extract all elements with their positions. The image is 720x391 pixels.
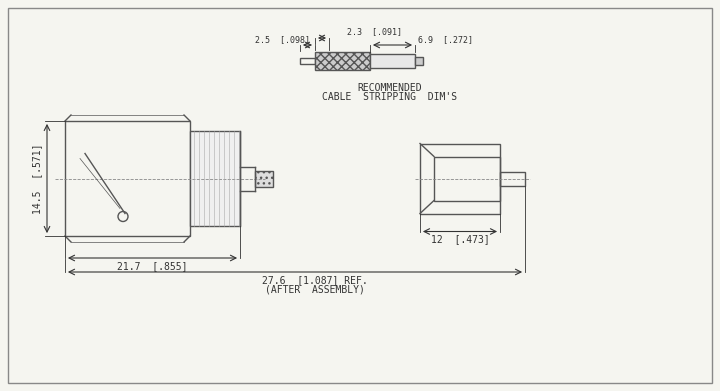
Text: 12  [.473]: 12 [.473] [431,235,490,244]
Text: 2.3  [.091]: 2.3 [.091] [347,27,402,36]
Text: (AFTER  ASSEMBLY): (AFTER ASSEMBLY) [265,284,365,294]
Polygon shape [370,54,415,68]
Text: RECOMMENDED: RECOMMENDED [358,83,423,93]
Text: 2.5  [.098]: 2.5 [.098] [255,35,310,44]
Text: 14.5  [.571]: 14.5 [.571] [32,143,42,214]
Polygon shape [315,52,370,70]
Polygon shape [190,131,240,226]
Text: 6.9  [.272]: 6.9 [.272] [418,35,473,44]
Polygon shape [415,57,423,65]
Text: 27.6  [1.087] REF.: 27.6 [1.087] REF. [262,275,368,285]
Text: CABLE  STRIPPING  DIM'S: CABLE STRIPPING DIM'S [323,92,458,102]
Polygon shape [255,170,273,187]
Text: 21.7  [.855]: 21.7 [.855] [117,261,188,271]
